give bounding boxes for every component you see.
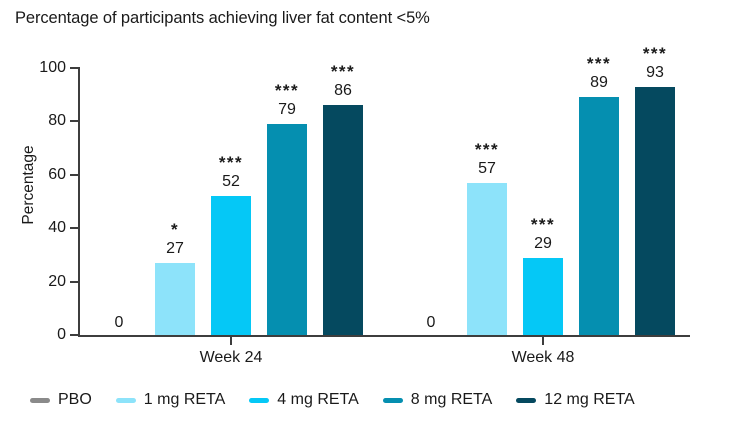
legend-label: 8 mg RETA — [410, 391, 493, 408]
bar-value: 0 — [114, 314, 124, 331]
bar-value-label: *** 29 — [511, 215, 575, 252]
legend-marker-pbo — [30, 397, 50, 403]
legend-marker-8-mg-reta — [382, 397, 403, 403]
x-axis-category-label: Week 24 — [199, 349, 263, 366]
x-axis-tick — [542, 337, 544, 345]
bar-1-mg-reta — [155, 263, 195, 335]
bar-value-label: *** 79 — [255, 81, 319, 118]
bar-8-mg-reta — [579, 97, 619, 335]
x-axis-line — [78, 335, 690, 337]
significance-marker: *** — [530, 215, 556, 234]
bar-value: 57 — [478, 160, 496, 177]
legend-marker-1-mg-reta — [115, 397, 136, 403]
bar-1-mg-reta — [467, 183, 507, 335]
bar-4-mg-reta — [523, 258, 563, 335]
bar-12-mg-reta — [635, 87, 675, 335]
y-axis-tick — [70, 67, 80, 69]
significance-marker: *** — [642, 44, 668, 63]
bar-value-label: 0 — [399, 311, 463, 331]
bar-value: 0 — [426, 314, 436, 331]
y-axis-tick-label: 80 — [48, 112, 66, 130]
legend-marker-4-mg-reta — [249, 397, 270, 403]
x-axis-category-label: Week 48 — [511, 349, 575, 366]
y-axis-tick — [70, 120, 80, 123]
y-axis-tick — [70, 334, 80, 336]
significance-marker: *** — [218, 153, 244, 172]
bar-value: 86 — [334, 82, 352, 99]
legend-label: PBO — [58, 391, 92, 408]
legend-item-pbo: PBO — [30, 391, 92, 409]
significance-marker: *** — [474, 140, 500, 159]
legend-item-4-mg-reta: 4 mg RETA — [249, 391, 359, 409]
significance-marker: * — [170, 220, 180, 239]
y-axis-tick-label: 100 — [39, 59, 66, 76]
bar-value: 79 — [278, 101, 296, 118]
y-axis-tick-label: 40 — [48, 219, 66, 237]
plot-area: 0 20 40 60 80 100 0 * 27 *** 52 *** 79 *** 86 Week 24 0 *… — [39, 45, 690, 366]
legend-label: 1 mg RETA — [143, 391, 226, 408]
y-axis-tick — [70, 173, 80, 176]
bar-value-label: *** 93 — [623, 44, 687, 81]
y-axis-tick-label: 0 — [57, 326, 66, 343]
bar-value: 93 — [646, 64, 664, 81]
y-axis-title: Percentage — [20, 145, 37, 225]
legend-item-1-mg-reta: 1 mg RETA — [115, 391, 226, 409]
y-axis-tick-label: 20 — [48, 272, 66, 290]
significance-marker: *** — [274, 81, 300, 100]
bar-value-label: * 27 — [143, 220, 207, 257]
bar-value-label: *** 89 — [567, 54, 631, 91]
bar-value: 27 — [166, 240, 184, 257]
legend: PBO 1 mg RETA 4 mg RETA 8 mg RETA 12 mg RETA — [30, 391, 635, 409]
legend-marker-12-mg-reta — [516, 397, 537, 403]
bar-12-mg-reta — [323, 105, 363, 335]
legend-item-8-mg-reta: 8 mg RETA — [382, 391, 493, 409]
bar-value-label: *** 57 — [455, 140, 519, 177]
significance-marker: *** — [330, 62, 356, 81]
bar-value-label: *** 86 — [311, 62, 375, 99]
bar-value: 52 — [222, 173, 240, 190]
bar-value-label: *** 52 — [199, 153, 263, 190]
x-axis-tick — [230, 337, 232, 345]
y-axis-tick-label: 60 — [48, 165, 66, 183]
legend-item-12-mg-reta: 12 mg RETA — [516, 391, 635, 409]
chart-title: Percentage of participants achieving liv… — [15, 9, 430, 27]
y-axis-line — [78, 68, 80, 337]
y-axis-tick — [70, 227, 80, 230]
bar-8-mg-reta — [267, 124, 307, 335]
bar-value-label: 0 — [87, 311, 151, 331]
y-axis-tick — [70, 280, 80, 283]
significance-marker: *** — [586, 54, 612, 73]
legend-label: 4 mg RETA — [277, 391, 359, 408]
legend-label: 12 mg RETA — [544, 391, 635, 408]
bar-value: 29 — [534, 235, 552, 252]
bar-4-mg-reta — [211, 196, 251, 335]
bar-value: 89 — [590, 74, 608, 91]
